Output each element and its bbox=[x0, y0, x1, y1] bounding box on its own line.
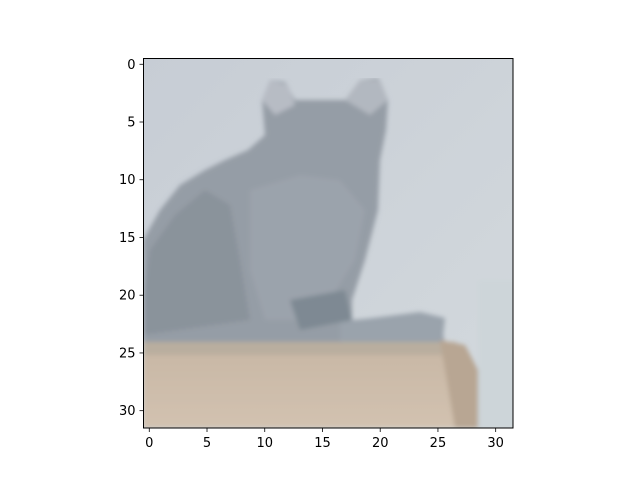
cat-tail bbox=[340, 312, 445, 345]
ledge-top-line bbox=[143, 342, 456, 356]
x-tick-label: 25 bbox=[430, 436, 447, 451]
cat-shadow bbox=[143, 190, 250, 335]
y-tick-label: 0 bbox=[127, 58, 135, 73]
x-tick-label: 20 bbox=[372, 436, 389, 451]
y-tick-label: 30 bbox=[119, 404, 136, 419]
image-panel bbox=[143, 58, 513, 428]
ledge bbox=[143, 355, 455, 428]
y-axis-ticks: 0 5 10 15 20 25 30 bbox=[119, 58, 144, 419]
cat-ear-left bbox=[262, 80, 295, 115]
y-tick-label: 10 bbox=[119, 173, 136, 188]
right-wall-shade bbox=[478, 280, 513, 428]
x-tick-label: 15 bbox=[314, 436, 331, 451]
cat-chest bbox=[250, 175, 365, 320]
cat-ear-right bbox=[345, 80, 388, 115]
y-tick-label: 15 bbox=[119, 231, 136, 246]
y-tick-label: 5 bbox=[127, 116, 135, 131]
x-axis-ticks: 0 5 10 15 20 25 30 bbox=[145, 428, 504, 451]
cat-paw-shadow bbox=[290, 290, 352, 330]
x-tick-label: 5 bbox=[203, 436, 211, 451]
axes-frame bbox=[143, 58, 514, 429]
x-tick-label: 10 bbox=[256, 436, 273, 451]
x-tick-label: 30 bbox=[487, 436, 504, 451]
x-tick-label: 0 bbox=[145, 436, 153, 451]
y-tick-label: 25 bbox=[119, 346, 136, 361]
y-tick-label: 20 bbox=[119, 289, 136, 304]
ledge-edge bbox=[440, 340, 478, 428]
